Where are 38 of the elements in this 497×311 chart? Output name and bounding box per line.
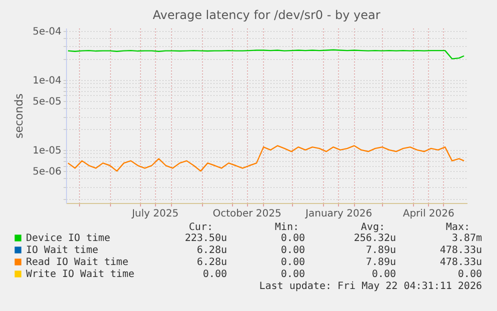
text: 478.33u — [440, 245, 482, 256]
text: Last update: Fri May 22 04:31:11 2026 — [259, 281, 482, 292]
text: 0.00 — [280, 245, 305, 256]
y-tick-label: 1e-05 — [32, 145, 62, 156]
y-tick-label: 5e-04 — [32, 26, 62, 38]
text: 0.00 — [458, 269, 482, 280]
chart-title: Average latency for /dev/sr0 - by year — [152, 8, 380, 22]
x-tick-label: April 2026 — [402, 208, 454, 220]
text: Max: — [446, 222, 470, 233]
text: 6.28u — [196, 245, 227, 256]
text: 256.32u — [354, 233, 396, 244]
text: 0.00 — [202, 269, 227, 280]
x-tick-label: July 2025 — [130, 208, 179, 220]
legend-label: IO Wait time — [26, 245, 98, 256]
legend-label: Write IO Wait time — [26, 269, 134, 280]
text: 0.00 — [372, 269, 396, 280]
text: 3.87m — [452, 233, 482, 244]
legend-label: Read IO Wait time — [26, 257, 128, 268]
line-series — [67, 145, 465, 172]
y-tick-label: 5e-06 — [32, 166, 62, 178]
text: Min: — [274, 222, 299, 233]
x-tick-label: October 2025 — [212, 208, 282, 220]
text: 0.00 — [280, 257, 305, 268]
text: 478.33u — [440, 257, 482, 268]
legend-label: Device IO time — [26, 233, 110, 244]
text: 0.00 — [280, 269, 305, 280]
y-axis-title: seconds — [12, 93, 26, 138]
y-tick-label: 5e-05 — [32, 96, 62, 108]
text: Avg: — [360, 222, 385, 233]
y-tick-label: 1e-04 — [32, 75, 62, 86]
line-series — [67, 49, 465, 60]
text: 7.89u — [366, 257, 396, 268]
text: Cur: — [188, 222, 213, 233]
x-tick-label: January 2026 — [304, 208, 372, 220]
text: 223.50u — [184, 233, 227, 244]
text: 7.89u — [366, 245, 396, 256]
text: 6.28u — [196, 257, 227, 268]
text: 0.00 — [280, 233, 305, 244]
